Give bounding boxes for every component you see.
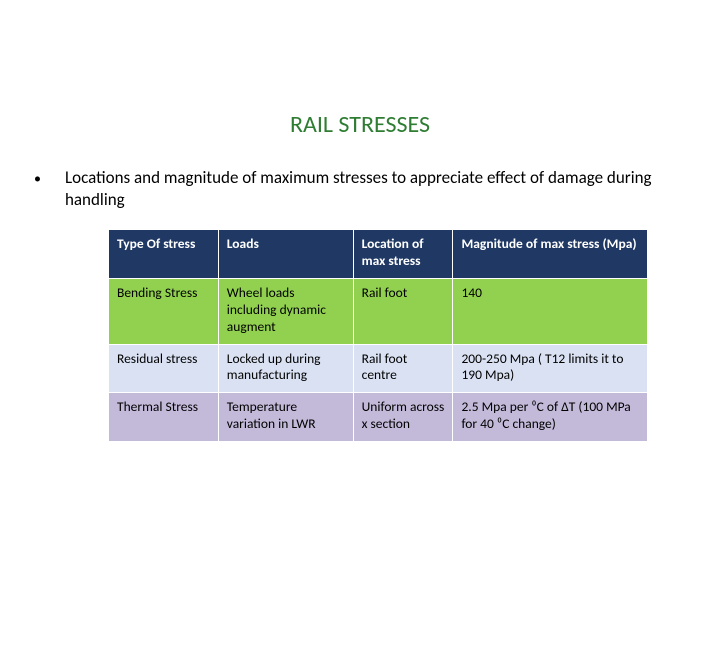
table-cell: Temperature variation in LWR <box>218 393 353 442</box>
table-header-row: Type Of stress Loads Location of max str… <box>109 230 648 279</box>
table-cell: Wheel loads including dynamic augment <box>218 278 353 344</box>
table-row: Bending Stress Wheel loads including dyn… <box>109 278 648 344</box>
table-cell: Rail foot <box>353 278 453 344</box>
stress-table: Type Of stress Loads Location of max str… <box>108 229 648 442</box>
table-header-cell: Magnitude of max stress (Mpa) <box>453 230 648 279</box>
table-header-cell: Location of max stress <box>353 230 453 279</box>
table-row: Thermal Stress Temperature variation in … <box>109 393 648 442</box>
table-cell: Thermal Stress <box>109 393 219 442</box>
bullet-text: Locations and magnitude of maximum stres… <box>65 167 690 211</box>
table-cell: Uniform across x section <box>353 393 453 442</box>
table-cell: Locked up during manufacturing <box>218 344 353 393</box>
table-cell: 200-250 Mpa ( T12 limits it to 190 Mpa) <box>453 344 648 393</box>
table-header-cell: Loads <box>218 230 353 279</box>
table-header-cell: Type Of stress <box>109 230 219 279</box>
table-cell: 140 <box>453 278 648 344</box>
bullet-marker: • <box>34 170 41 187</box>
table-cell: Residual stress <box>109 344 219 393</box>
page-title: RAIL STRESSES <box>0 110 720 139</box>
table-cell: 2.5 Mpa per ⁰C of ΔT (100 MPa for 40 ⁰C … <box>453 393 648 442</box>
table-cell: Bending Stress <box>109 278 219 344</box>
table-row: Residual stress Locked up during manufac… <box>109 344 648 393</box>
table-cell: Rail foot centre <box>353 344 453 393</box>
bullet-item: • Locations and magnitude of maximum str… <box>0 167 720 211</box>
